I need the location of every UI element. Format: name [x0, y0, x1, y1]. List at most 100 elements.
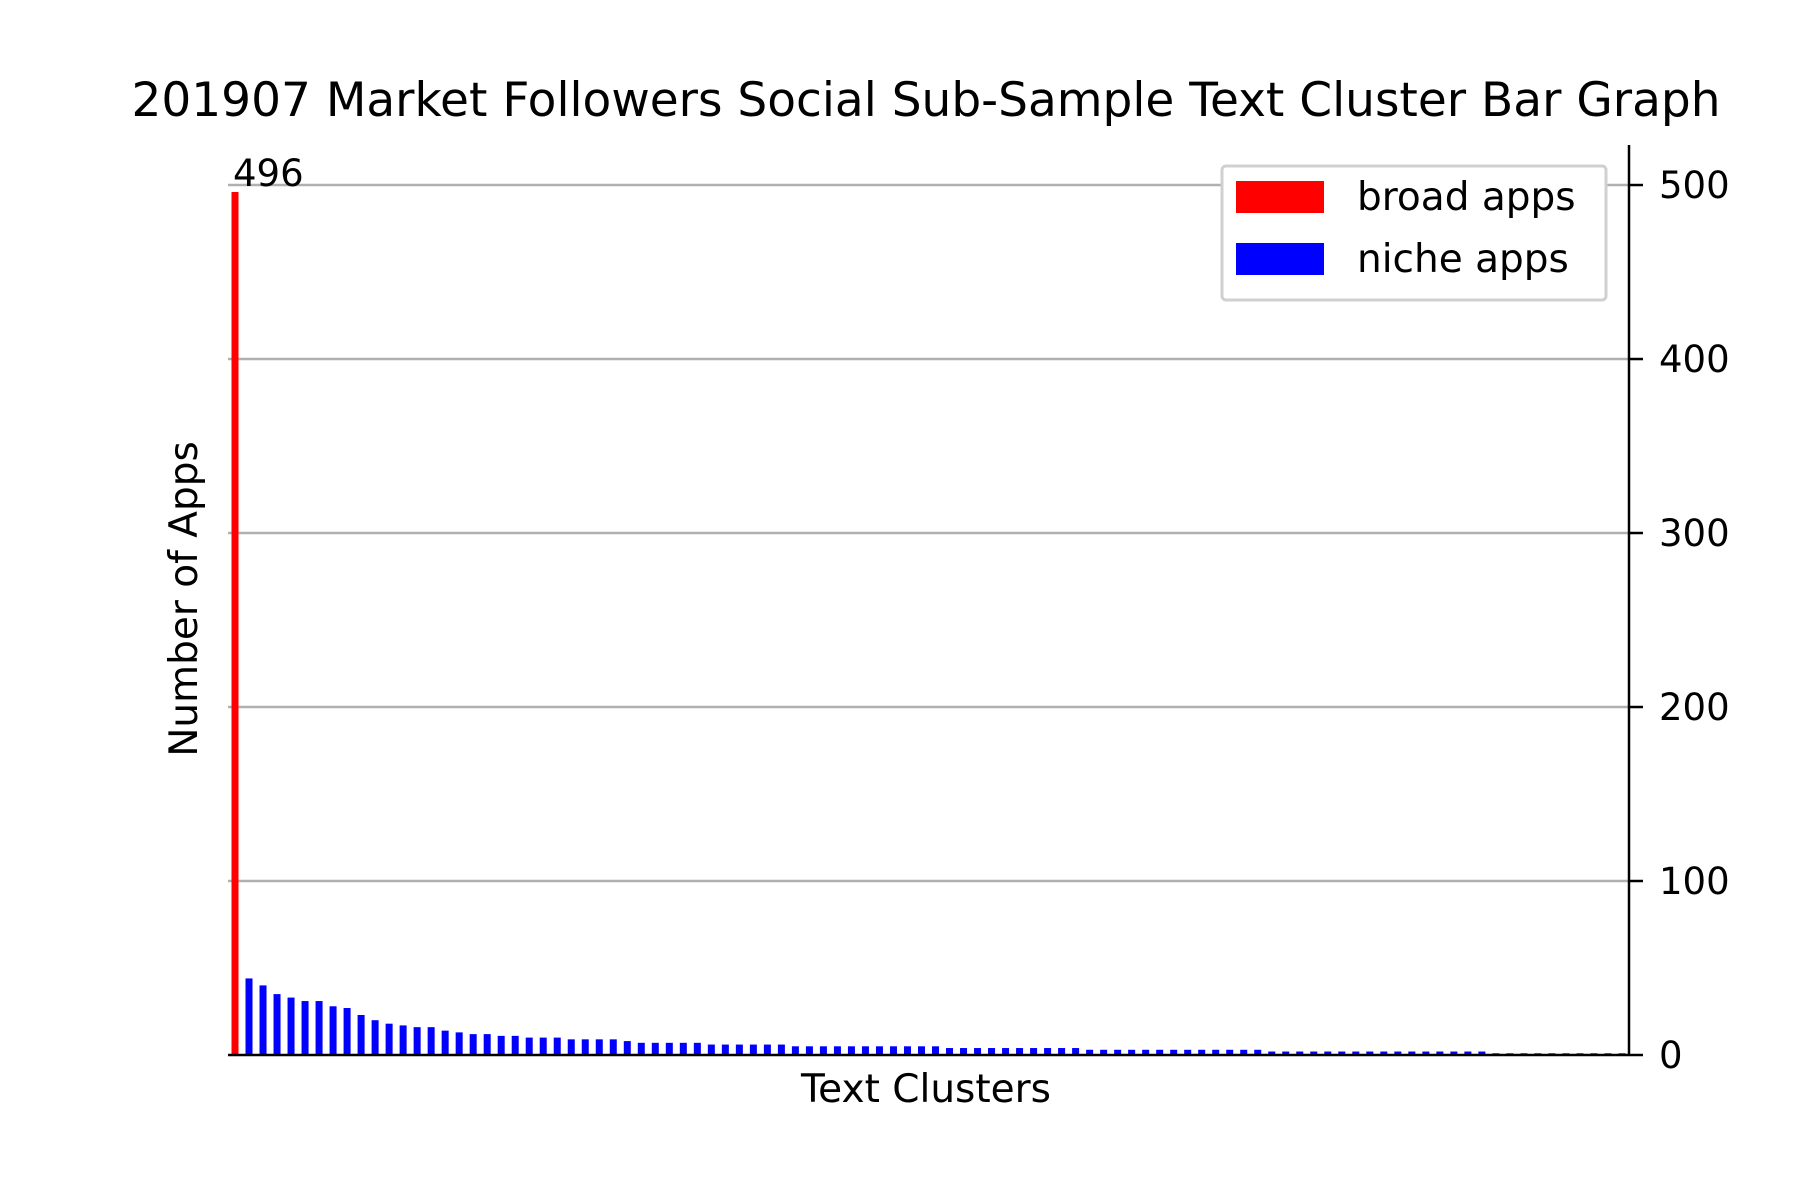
bar-niche — [315, 1001, 323, 1055]
bar-niche — [735, 1044, 743, 1055]
bar-niche — [861, 1046, 869, 1055]
legend: broad apps niche apps — [1220, 164, 1608, 302]
bar-niche — [525, 1037, 533, 1055]
bar-niche — [1338, 1051, 1346, 1055]
bar-niche — [1464, 1051, 1472, 1055]
bar-niche — [623, 1041, 631, 1055]
bar-niche — [749, 1044, 757, 1055]
bar-niche — [1114, 1049, 1122, 1055]
bar-niche — [1030, 1048, 1038, 1055]
bar-niche — [917, 1046, 925, 1055]
bar-niche — [805, 1046, 813, 1055]
bar-niche — [329, 1006, 337, 1055]
bar-niche — [1282, 1051, 1290, 1055]
y-tick-label: 400 — [1659, 338, 1730, 381]
bar-niche — [1408, 1051, 1416, 1055]
bar-niche — [1310, 1051, 1318, 1055]
gridlines — [228, 183, 1629, 883]
bar-niche — [1184, 1049, 1192, 1055]
bar-niche — [1198, 1049, 1206, 1055]
bar-niche — [988, 1048, 996, 1055]
bar-niche — [1394, 1051, 1402, 1055]
bar-niche — [371, 1020, 379, 1055]
bar-niche — [441, 1030, 449, 1055]
bar-niche — [1324, 1051, 1332, 1055]
bar-niche — [1478, 1051, 1486, 1055]
bar-niche — [875, 1046, 883, 1055]
bar-niche — [932, 1046, 940, 1055]
bar-niche — [1044, 1048, 1052, 1055]
bar-niche — [553, 1037, 561, 1055]
bar-niche — [609, 1039, 617, 1055]
x-axis-label: Text Clusters — [800, 1067, 1051, 1112]
bar-niche — [847, 1046, 855, 1055]
bar-niche — [455, 1032, 463, 1055]
bar-niche — [581, 1039, 589, 1055]
bar-niche — [777, 1044, 785, 1055]
bar-niche — [1296, 1051, 1304, 1055]
y-tick-label: 200 — [1659, 686, 1730, 729]
y-tick-label: 100 — [1659, 860, 1730, 903]
bar-niche — [1212, 1049, 1220, 1055]
bar-niche — [679, 1042, 687, 1055]
bar-niche — [960, 1048, 968, 1055]
bar-niche — [427, 1027, 435, 1055]
bar-niche — [1268, 1051, 1276, 1055]
y-axis-label: Number of Apps — [162, 441, 207, 757]
bar-niche — [1436, 1051, 1444, 1055]
bar-niche — [301, 1001, 309, 1055]
y-ticks: 0 100 200 300 400 500 — [1629, 164, 1730, 1077]
y-tick-label: 0 — [1659, 1034, 1683, 1077]
bar-niche — [1170, 1049, 1178, 1055]
bar-niche — [511, 1035, 519, 1055]
bars — [231, 191, 1626, 1055]
bar-niche — [693, 1042, 701, 1055]
bar-niche — [1380, 1051, 1388, 1055]
bar-niche — [1016, 1048, 1024, 1055]
bar-value-annotation: 496 — [233, 152, 304, 195]
bar-niche — [273, 994, 281, 1055]
bar-niche — [819, 1046, 827, 1055]
bar-niche — [399, 1025, 407, 1055]
bar-niche — [1100, 1049, 1108, 1055]
bar-broad — [231, 191, 239, 1055]
bar-niche — [1086, 1049, 1094, 1055]
bar-niche — [357, 1014, 365, 1055]
bar-niche — [595, 1039, 603, 1055]
bar-niche — [1002, 1048, 1010, 1055]
bar-niche — [1450, 1051, 1458, 1055]
bar-niche — [791, 1046, 799, 1055]
chart-title: 201907 Market Followers Social Sub-Sampl… — [131, 73, 1720, 128]
bar-niche — [1156, 1049, 1164, 1055]
bar-niche — [469, 1034, 477, 1055]
bar-niche — [483, 1034, 491, 1055]
bar-niche — [1142, 1049, 1150, 1055]
bar-niche — [497, 1035, 505, 1055]
axes — [228, 145, 1631, 1057]
bar-niche — [287, 997, 295, 1055]
bar-niche — [259, 985, 267, 1055]
bar-niche — [1240, 1049, 1248, 1055]
bar-niche — [385, 1023, 393, 1055]
bar-niche — [721, 1044, 729, 1055]
bar-niche — [1226, 1049, 1234, 1055]
bar-niche — [413, 1027, 421, 1055]
bar-niche — [245, 978, 253, 1055]
legend-swatch-broad — [1236, 181, 1324, 213]
bar-niche — [1422, 1051, 1430, 1055]
bar-niche — [707, 1044, 715, 1055]
legend-swatch-niche — [1236, 243, 1324, 275]
bar-niche — [1072, 1048, 1080, 1055]
bar-niche — [343, 1008, 351, 1055]
bar-niche — [903, 1046, 911, 1055]
bar-niche — [946, 1048, 954, 1055]
bar-niche — [1366, 1051, 1374, 1055]
legend-label-niche: niche apps — [1357, 237, 1569, 282]
y-tick-label: 300 — [1659, 512, 1730, 555]
bar-niche — [1352, 1051, 1360, 1055]
legend-label-broad: broad apps — [1357, 175, 1576, 220]
bar-niche — [539, 1037, 547, 1055]
bar-niche — [567, 1039, 575, 1055]
bar-niche — [665, 1042, 673, 1055]
